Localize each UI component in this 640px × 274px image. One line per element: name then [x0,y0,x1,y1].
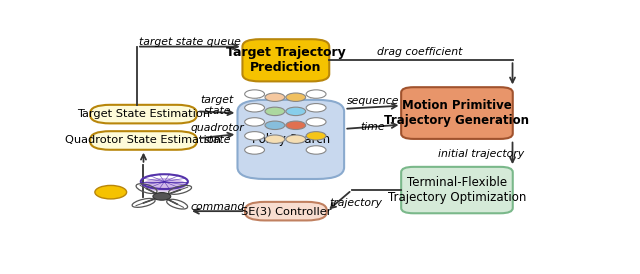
Text: Target Trajectory
Prediction: Target Trajectory Prediction [226,46,346,74]
Text: initial trajectory: initial trajectory [438,149,524,159]
Circle shape [95,185,127,199]
FancyBboxPatch shape [401,167,513,213]
Circle shape [265,93,285,101]
Circle shape [306,118,326,126]
Text: time: time [360,122,385,132]
Text: command: command [191,202,245,212]
Text: trajectory: trajectory [329,198,381,208]
Circle shape [306,90,326,98]
Circle shape [244,104,264,112]
Circle shape [306,146,326,154]
Ellipse shape [143,178,186,192]
FancyBboxPatch shape [90,131,197,150]
Text: quadrotor
state: quadrotor state [191,123,244,145]
Text: sequence: sequence [346,96,399,106]
Circle shape [244,146,264,154]
Circle shape [244,118,264,126]
FancyBboxPatch shape [237,100,344,179]
Circle shape [286,107,306,116]
FancyBboxPatch shape [243,39,329,81]
Text: Policy Search: Policy Search [252,133,330,146]
Text: drag coefficient: drag coefficient [377,47,463,57]
Circle shape [265,107,285,116]
Text: target state queue: target state queue [139,37,241,47]
Circle shape [306,132,326,140]
Circle shape [306,104,326,112]
Circle shape [244,132,264,140]
Circle shape [244,90,264,98]
FancyBboxPatch shape [245,202,327,221]
Text: target
state: target state [201,95,234,116]
Circle shape [286,135,306,143]
Text: Motion Primitive
Trajectory Generation: Motion Primitive Trajectory Generation [385,99,529,127]
Text: Target State Estimation: Target State Estimation [77,109,210,119]
Text: Terminal-Flexible
Trajectory Optimization: Terminal-Flexible Trajectory Optimizatio… [388,176,526,204]
Circle shape [153,193,171,200]
FancyBboxPatch shape [401,87,513,139]
Circle shape [265,121,285,130]
Circle shape [286,93,306,101]
Text: Quadrotor State Estimation: Quadrotor State Estimation [65,135,221,145]
Circle shape [286,121,306,130]
Text: SE(3) Controller: SE(3) Controller [241,206,331,216]
FancyBboxPatch shape [90,105,197,123]
Circle shape [265,135,285,143]
